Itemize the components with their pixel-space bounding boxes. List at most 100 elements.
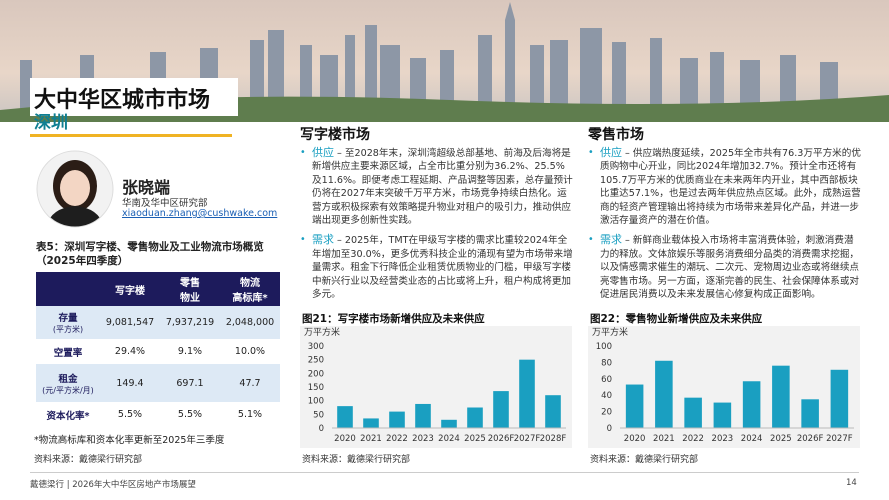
x-tick-label: 2023 bbox=[712, 434, 734, 444]
cell: 7,937,219 bbox=[160, 306, 220, 339]
bullet-label: 供应 bbox=[600, 146, 622, 159]
author-photo bbox=[36, 150, 114, 228]
footer-rule bbox=[30, 472, 859, 473]
y-tick-label: 20 bbox=[601, 408, 612, 418]
bar bbox=[467, 407, 483, 428]
x-tick-label: 2027F bbox=[826, 434, 853, 444]
bar bbox=[519, 359, 535, 428]
overview-table: 写字楼 零售物业 物流高标库* 存量 (平方米) 9,081,547 7,937,… bbox=[36, 272, 280, 427]
y-tick-label: 0 bbox=[607, 424, 612, 434]
page-subtitle: 深圳 bbox=[34, 113, 68, 133]
y-tick-label: 40 bbox=[601, 391, 612, 401]
bar bbox=[337, 406, 353, 428]
row-unit: (平方米) bbox=[52, 325, 84, 334]
header-text: 物流 bbox=[240, 278, 260, 289]
bar bbox=[830, 369, 849, 428]
section-heading: 写字楼市场 bbox=[300, 127, 370, 143]
x-tick-label: 2022 bbox=[682, 434, 704, 444]
section-heading: 零售市场 bbox=[588, 127, 644, 143]
cell: 9.1% bbox=[177, 346, 203, 357]
bullet-label: 需求 bbox=[312, 233, 334, 247]
header-cell: 物流高标库* bbox=[220, 272, 280, 306]
cell: 149.4 bbox=[100, 364, 160, 402]
y-axis-label: 万平方米 bbox=[304, 326, 340, 338]
header-text: 零售 bbox=[180, 278, 200, 289]
x-tick-label: 2023 bbox=[412, 434, 434, 444]
cell: 29.4% bbox=[114, 346, 146, 357]
y-tick-label: 80 bbox=[601, 358, 612, 368]
chart-title: 图21：写字楼市场新增供应及未来供应 bbox=[302, 313, 485, 325]
author-email[interactable]: xiaoduan.zhang@cushwake.com bbox=[122, 208, 278, 219]
table-source: 资料来源：戴德梁行研究部 bbox=[34, 455, 143, 465]
row-label: 存量 (平方米) bbox=[36, 306, 100, 339]
x-tick-label: 2020 bbox=[334, 434, 356, 444]
bar bbox=[772, 365, 790, 428]
page-number: 14 bbox=[846, 478, 857, 488]
bar bbox=[493, 391, 509, 428]
table-title-line: 表5：深圳写字楼、零售物业及工业物流市场概览 bbox=[36, 241, 264, 253]
header-cell: 零售 物业 bbox=[160, 272, 220, 306]
bullet-label: 供应 bbox=[312, 146, 334, 159]
chart-source: 资料来源：戴德梁行研究部 bbox=[302, 455, 411, 465]
bullet-text: – 至2028年末，深圳湾超级总部基地、前海及后海将是新增供应主要来源区域，占全… bbox=[312, 148, 573, 227]
x-tick-label: 2026F bbox=[797, 434, 824, 444]
author-role: 华南及华中区研究部 bbox=[122, 198, 208, 209]
bullet-text: – 新鲜商业载体投入市场将丰富消费体验，刺激消费潜力的释放。文体旅娱乐等服务消费… bbox=[600, 235, 860, 301]
bullet-text: – 供应端热度延续，2025年全市共有76.3万平方米的优质购物中心开业，同比2… bbox=[600, 148, 861, 227]
bar bbox=[713, 402, 732, 428]
y-tick-label: 250 bbox=[308, 356, 324, 366]
header-text: 高标库* bbox=[232, 293, 268, 304]
y-tick-label: 300 bbox=[308, 342, 324, 352]
row-label-text: 租金 bbox=[58, 373, 78, 385]
bar bbox=[441, 419, 457, 428]
section-body: 供应 – 供应端热度延续，2025年全市共有76.3万平方米的优质购物中心开业，… bbox=[588, 146, 861, 307]
x-tick-label: 2022 bbox=[386, 434, 408, 444]
bar bbox=[389, 411, 405, 428]
header-text: 物业 bbox=[180, 293, 200, 304]
header-cell bbox=[36, 272, 100, 306]
footer-text: 戴德梁行 | 2026年大中华区房地产市场展望 bbox=[30, 480, 196, 490]
x-tick-label: 2027F bbox=[514, 434, 541, 444]
bullet: 需求 – 2025年，TMT在甲级写字楼的需求比重较2024年全年增加至30.0… bbox=[300, 233, 573, 301]
header-text: 写字楼 bbox=[115, 285, 145, 297]
cell: 2,048,000 bbox=[220, 306, 280, 339]
bar bbox=[801, 399, 819, 428]
header-cell: 写字楼 bbox=[100, 272, 160, 306]
x-tick-label: 2020 bbox=[624, 434, 646, 444]
bar bbox=[545, 395, 561, 428]
row-label: 资本化率* bbox=[46, 410, 90, 422]
bar bbox=[415, 403, 431, 428]
cell: 10.0% bbox=[234, 346, 266, 357]
cell: 5.1% bbox=[237, 409, 263, 420]
y-tick-label: 100 bbox=[596, 342, 612, 352]
cell: 47.7 bbox=[220, 364, 280, 402]
x-tick-label: 2026F bbox=[488, 434, 515, 444]
x-tick-label: 2028F bbox=[540, 434, 567, 444]
bar bbox=[625, 384, 644, 428]
bar bbox=[363, 418, 379, 428]
table-row: 存量 (平方米) 9,081,547 7,937,219 2,048,000 bbox=[36, 306, 280, 339]
bullet: 供应 – 供应端热度延续，2025年全市共有76.3万平方米的优质购物中心开业，… bbox=[588, 146, 861, 227]
x-tick-label: 2021 bbox=[360, 434, 382, 444]
table-title-line: （2025年四季度） bbox=[36, 255, 129, 267]
row-label-text: 存量 bbox=[58, 313, 78, 324]
bullet-text: – 2025年，TMT在甲级写字楼的需求比重较2024年全年增加至30.0%，更… bbox=[312, 235, 573, 301]
bar bbox=[742, 381, 761, 428]
bar bbox=[684, 397, 702, 428]
row-label: 租金 (元/平方米/月) bbox=[36, 364, 100, 402]
y-tick-label: 150 bbox=[308, 383, 324, 393]
bullet: 需求 – 新鲜商业载体投入市场将丰富消费体验，刺激消费潜力的释放。文体旅娱乐等服… bbox=[588, 233, 861, 301]
table-row: 资本化率* 5.5% 5.5% 5.1% bbox=[36, 402, 280, 427]
bar bbox=[655, 360, 673, 428]
cell: 5.5% bbox=[177, 409, 203, 420]
chart: 万平方米 0 20 40 60 80 100 2020 2021 2022 2023 2024 2025… bbox=[588, 326, 860, 448]
chart: 万平方米 0 50 100 150 200 250 300 2020 2021 2022 2023 20… bbox=[300, 326, 572, 448]
x-tick-label: 2024 bbox=[438, 434, 460, 444]
bullet-label: 需求 bbox=[600, 233, 622, 247]
table-note: *物流高标库和资本化率更新至2025年三季度 bbox=[34, 435, 225, 446]
y-tick-label: 200 bbox=[308, 369, 324, 379]
table-row: 空置率 29.4% 9.1% 10.0% bbox=[36, 339, 280, 364]
y-tick-label: 60 bbox=[601, 375, 612, 385]
author-name: 张晓端 bbox=[122, 178, 171, 197]
